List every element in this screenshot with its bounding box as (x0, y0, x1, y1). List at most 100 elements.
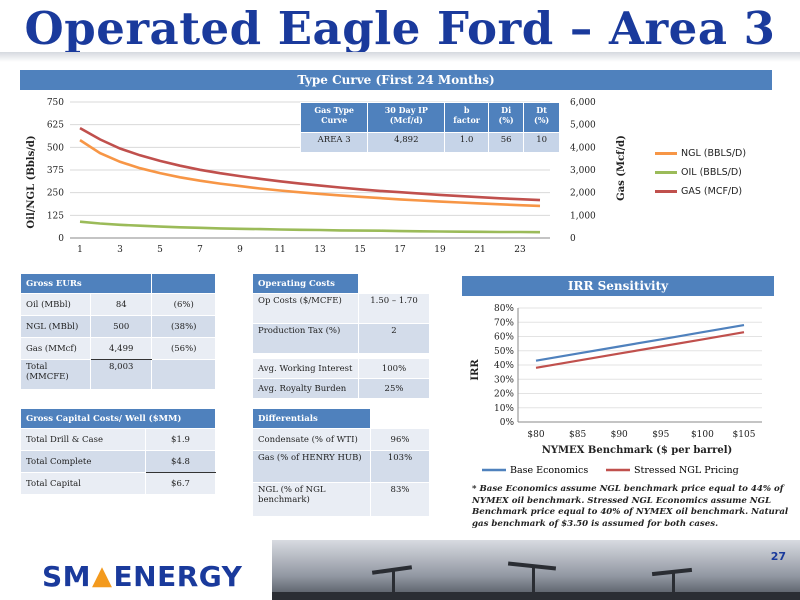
capital-label: Total Drill & Case (20, 428, 146, 451)
y2-tick-label: 1,000 (570, 211, 596, 221)
eur-pct: (56%) (151, 337, 216, 360)
footer-image (272, 540, 800, 600)
ip-cell-b: 1.0 (444, 132, 489, 153)
eur-value: 500 (89, 315, 153, 338)
irr-x-tick-label: $95 (652, 430, 669, 440)
x-tick-label: 11 (274, 245, 285, 255)
irr-x-tick-label: $100 (691, 430, 714, 440)
y2-axis-label: Gas (Mcf/d) (616, 135, 627, 201)
slide-number: 27 (770, 550, 786, 563)
capital-costs-header: Gross Capital Costs/ Well ($MM) (20, 408, 216, 429)
ip-cell-di: 56 (487, 132, 525, 153)
page-title: Operated Eagle Ford – Area 3 (24, 2, 776, 55)
ip-header-b: b factor (444, 102, 489, 133)
capital-costs-panel: Gross Capital Costs/ Well ($MM) Total Dr… (20, 408, 216, 495)
y-tick-label: 500 (47, 143, 64, 153)
irr-line-base (535, 324, 745, 362)
series-line-gas (79, 126, 541, 202)
irr-legend: Base Economics Stressed NGL Pricing (482, 465, 739, 476)
legend-gas: GAS (MCF/D) (655, 186, 742, 197)
y2-tick-label: 5,000 (570, 121, 596, 131)
y2-tick-label: 4,000 (570, 143, 596, 153)
legend-ngl: NGL (BBLS/D) (655, 148, 746, 159)
x-tick-label: 13 (314, 245, 326, 255)
logo-right: ENERGY (113, 559, 243, 593)
capital-label: Total Capital (20, 472, 146, 495)
capital-value: $6.7 (145, 472, 216, 495)
operating-costs-header: Operating Costs (252, 273, 359, 294)
x-tick-label: 5 (157, 245, 163, 255)
ip-header-ip: 30 Day IP (Mcf/d) (367, 102, 446, 133)
eur-value: 84 (89, 293, 153, 316)
eur-pct: (38%) (151, 315, 216, 338)
ip-header-di: Di (%) (487, 102, 525, 133)
y-tick-label: 0 (58, 234, 64, 244)
y-tick-label: 375 (47, 166, 64, 176)
ip-cell-area: AREA 3 (299, 132, 369, 153)
irr-legend-base: Base Economics (510, 465, 588, 476)
opcost-label: Op Costs ($/MCFE) (252, 293, 359, 324)
diff-label: NGL (% of NGL benchmark) (252, 482, 371, 517)
irr-x-label: NYMEX Benchmark ($ per barrel) (542, 445, 733, 456)
x-tick-label: 15 (354, 245, 366, 255)
opcost-value: 25% (358, 378, 430, 399)
y-tick-label: 625 (47, 121, 64, 131)
irr-x-tick-label: $85 (569, 430, 586, 440)
title-divider (0, 52, 800, 62)
legend-ngl-label: NGL (BBLS/D) (681, 148, 747, 159)
diff-label: Condensate (% of WTI) (252, 428, 371, 451)
legend-oil-label: OIL (BBLS/D) (681, 167, 742, 178)
eur-pct: (6%) (151, 293, 216, 316)
eur-label: NGL (MBbl) (20, 315, 91, 338)
x-tick-label: 1 (77, 245, 83, 255)
pumpjack-silhouettes (272, 561, 800, 600)
opcost-label: Avg. Royalty Burden (252, 378, 359, 399)
irr-y-label: IRR (470, 359, 481, 381)
irr-y-tick-label: 80% (494, 304, 514, 314)
eur-pct (151, 359, 216, 390)
diff-label: Gas (% of HENRY HUB) (252, 450, 371, 483)
ip-table: Gas Type Curve 30 Day IP (Mcf/d) b facto… (299, 102, 560, 153)
x-tick-label: 3 (117, 245, 123, 255)
irr-y-tick-label: 30% (494, 375, 514, 385)
irr-y-tick-label: 20% (494, 390, 514, 400)
flame-icon: ▲ (92, 561, 113, 591)
x-tick-label: 23 (514, 245, 526, 255)
irr-y-tick-label: 50% (494, 347, 514, 357)
irr-y-tick-label: 10% (494, 404, 514, 414)
y-tick-label: 750 (47, 98, 64, 108)
irr-line-stressed (535, 331, 745, 369)
legend-oil-swatch (655, 171, 677, 174)
irr-legend-stressed: Stressed NGL Pricing (634, 465, 739, 476)
operating-costs-panel: Operating Costs Op Costs ($/MCFE) 1.50 – … (252, 273, 430, 399)
footnote: * Base Economics assume NGL benchmark pr… (472, 484, 789, 529)
opcost-label: Production Tax (%) (252, 323, 359, 354)
opcost-label: Avg. Working Interest (252, 358, 359, 379)
y-tick-label: 125 (47, 211, 64, 221)
irr-y-tick-label: 0% (500, 418, 515, 428)
y2-tick-label: 0 (570, 234, 576, 244)
legend-gas-label: GAS (MCF/D) (681, 186, 743, 197)
differentials-header: Differentials (252, 408, 371, 429)
diff-value: 103% (370, 450, 430, 483)
irr-y-tick-label: 70% (494, 318, 514, 328)
eur-label: Oil (MBbl) (20, 293, 91, 316)
diff-value: 83% (370, 482, 430, 517)
gross-eurs-panel: Gross EURs Oil (MBbl) 84 (6%) NGL (MBbl) 50… (19, 273, 216, 390)
series-line-oil (79, 220, 541, 234)
ip-cell-dt: 10 (523, 132, 560, 153)
ip-cell-ip: 4,892 (367, 132, 446, 153)
eur-label: Total (MMCFE) (20, 359, 91, 390)
y-axis-label: Oil/NGL (Bbls/d) (26, 135, 37, 228)
series-line-ngl (79, 139, 541, 208)
legend-gas-swatch (655, 190, 677, 193)
x-tick-label: 9 (237, 245, 243, 255)
irr-x-tick-label: $105 (733, 430, 756, 440)
ip-header-curve: Gas Type Curve (299, 102, 369, 133)
irr-x-tick-label: $80 (527, 430, 544, 440)
type-curve-chart: 012525037550062575001,0002,0003,0004,000… (26, 98, 627, 255)
irr-y-tick-label: 40% (494, 361, 514, 371)
legend-ngl-swatch (655, 152, 677, 155)
y2-tick-label: 6,000 (570, 98, 596, 108)
gross-eurs-header: Gross EURs (19, 273, 153, 294)
